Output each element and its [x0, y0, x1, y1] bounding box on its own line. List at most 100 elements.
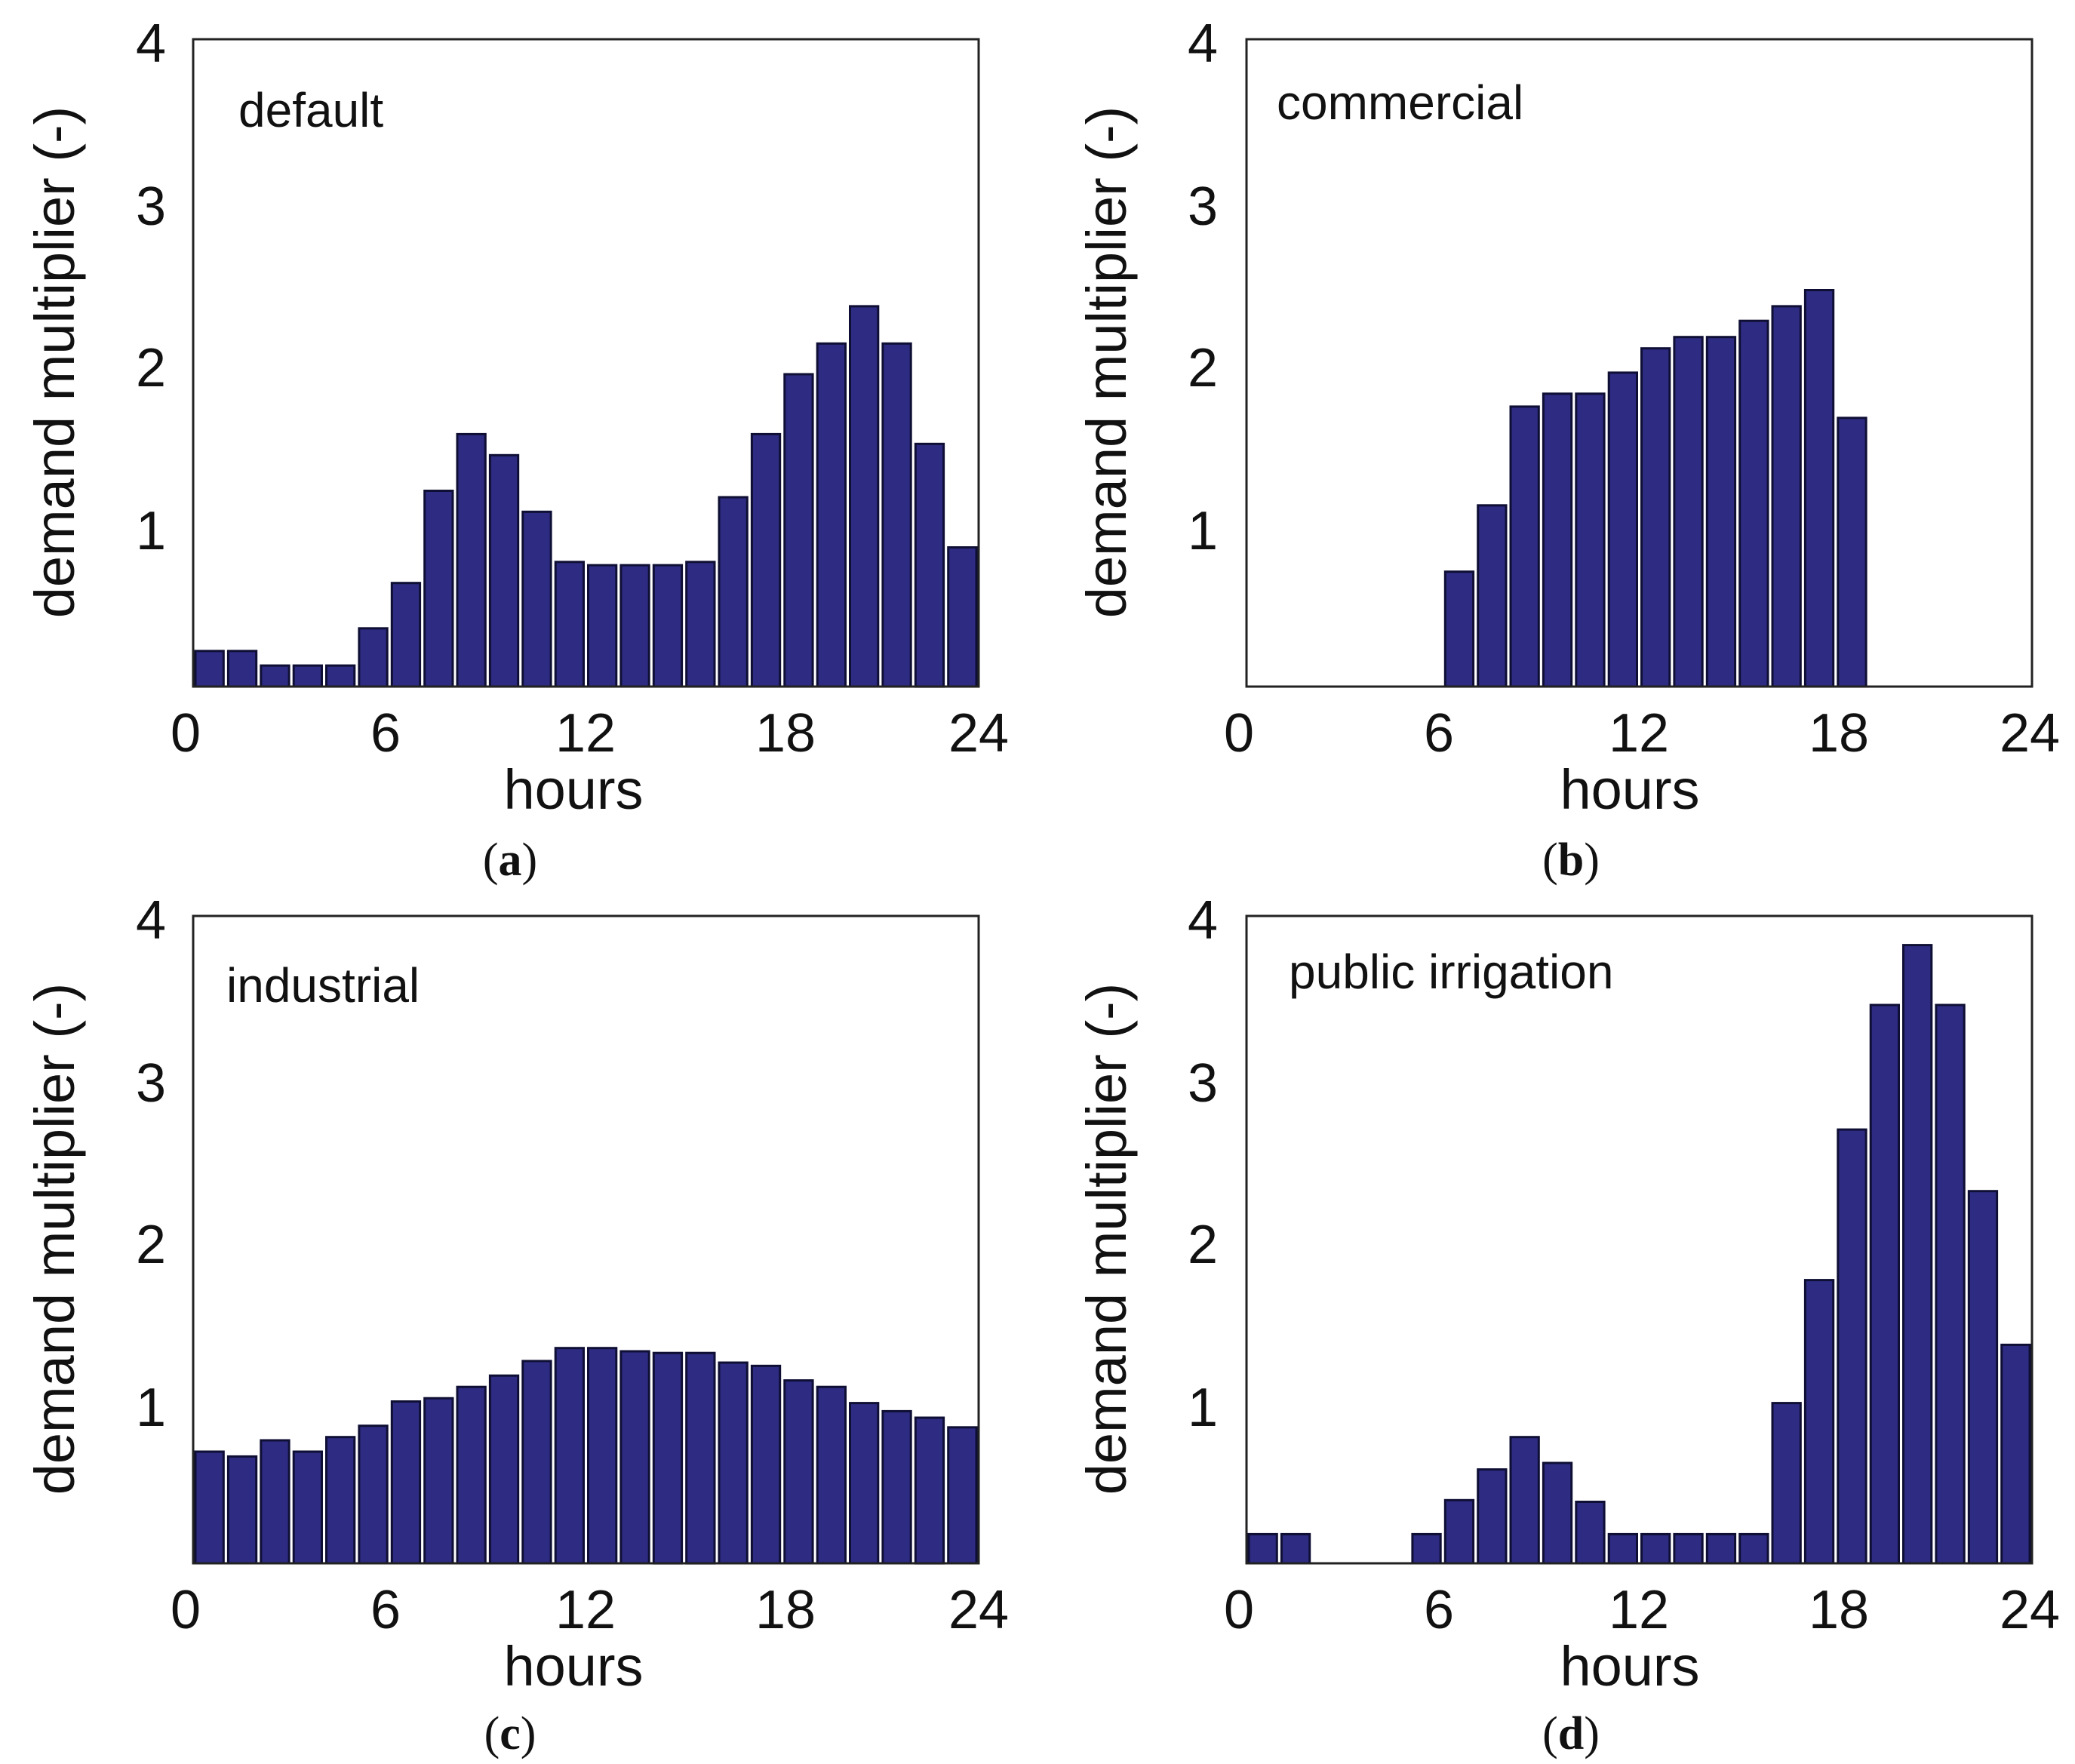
xtick-label-6: 6 — [1424, 1580, 1454, 1640]
bar-hour-3 — [260, 664, 290, 688]
ytick-label-2: 2 — [1188, 1215, 1218, 1275]
bar-hour-18 — [750, 1364, 782, 1565]
xtick-label-18: 18 — [755, 703, 816, 764]
bar-hour-15 — [1705, 1532, 1737, 1565]
caption-d: (d) — [1542, 1708, 1600, 1759]
ytick-label-3: 3 — [1188, 1053, 1218, 1114]
ytick-label-1: 1 — [136, 501, 166, 561]
bar-hour-12 — [1607, 1532, 1638, 1565]
xtick-label-6: 6 — [1424, 703, 1454, 764]
caption-letter-a: a — [499, 834, 522, 886]
y-axis-label-b: demand multiplier (-) — [1075, 106, 1138, 619]
xtick-label-0: 0 — [171, 1580, 201, 1640]
ytick-label-4: 4 — [136, 890, 166, 951]
bar-hour-23 — [914, 1416, 945, 1565]
bar-hour-7 — [390, 582, 422, 688]
bar-hour-16 — [685, 1351, 716, 1565]
plot-frame-b — [1245, 38, 2034, 688]
bar-hour-11 — [521, 1360, 552, 1565]
bar-hour-23 — [914, 442, 945, 688]
bar-hour-16 — [1738, 319, 1769, 688]
bar-hour-12 — [554, 1347, 586, 1565]
bar-hour-9 — [1509, 1436, 1540, 1565]
bar-hour-2 — [1280, 1532, 1311, 1565]
x-axis-label-b: hours — [1560, 758, 1699, 821]
ytick-label-2: 2 — [136, 338, 166, 398]
bar-hour-13 — [1640, 1532, 1671, 1565]
xtick-label-6: 6 — [370, 1580, 401, 1640]
bar-hour-12 — [554, 561, 586, 688]
ytick-label-1: 1 — [1188, 501, 1218, 561]
bar-hour-2 — [226, 1455, 258, 1565]
bar-hour-6 — [1411, 1532, 1442, 1565]
bar-hour-11 — [1575, 1501, 1606, 1565]
bar-hour-17 — [1771, 1402, 1802, 1565]
bar-hour-7 — [1443, 570, 1475, 688]
bar-hour-3 — [260, 1439, 290, 1565]
bar-hour-19 — [1837, 416, 1868, 688]
caption-b: (b) — [1542, 834, 1600, 886]
bar-hour-1 — [194, 1450, 225, 1565]
bar-hour-7 — [1443, 1498, 1475, 1565]
panel-title-c: industrial — [226, 958, 420, 1013]
xtick-label-12: 12 — [555, 1580, 616, 1640]
ytick-label-4: 4 — [1188, 890, 1218, 951]
bar-hour-20 — [1869, 1003, 1900, 1565]
bar-hour-10 — [1542, 1461, 1573, 1565]
bar-hour-18 — [1803, 289, 1835, 688]
bar-hour-14 — [619, 1350, 650, 1565]
bar-hour-23 — [1967, 1190, 1999, 1565]
bar-hour-11 — [521, 510, 552, 688]
xtick-label-18: 18 — [1809, 1580, 1869, 1640]
y-axis-label-d: demand multiplier (-) — [1075, 983, 1138, 1495]
bar-hour-22 — [881, 342, 912, 688]
panel-title-b: commercial — [1277, 75, 1523, 130]
ytick-label-4: 4 — [136, 14, 166, 74]
panel-d: public irrigation 1 2 3 4 0 6 12 18 24 h… — [1075, 890, 2060, 1759]
xtick-label-18: 18 — [755, 1580, 816, 1640]
ytick-label-3: 3 — [136, 177, 166, 237]
bar-hour-8 — [1477, 1468, 1508, 1565]
xtick-label-12: 12 — [555, 703, 616, 764]
bar-hour-10 — [488, 1374, 520, 1565]
bar-hour-18 — [750, 432, 782, 688]
bar-hour-17 — [718, 1361, 749, 1565]
bar-hour-7 — [390, 1400, 422, 1565]
bar-hour-13 — [587, 1347, 618, 1565]
bar-hour-19 — [783, 1379, 814, 1565]
xtick-label-24: 24 — [948, 703, 1009, 764]
caption-letter-d: d — [1558, 1708, 1584, 1759]
panel-a: default 1 2 3 4 0 6 12 18 24 hours deman… — [23, 14, 1009, 886]
bar-hour-8 — [423, 490, 454, 688]
xtick-label-12: 12 — [1609, 1580, 1669, 1640]
ytick-label-2: 2 — [1188, 338, 1218, 398]
bar-hour-10 — [1542, 392, 1573, 688]
caption-letter-b: b — [1558, 834, 1584, 886]
bars-d — [1247, 944, 2031, 1565]
bar-hour-9 — [1509, 405, 1540, 688]
panel-c: industrial 1 2 3 4 0 6 12 18 24 hours de… — [23, 890, 1009, 1759]
xtick-label-0: 0 — [171, 703, 201, 764]
bar-hour-17 — [1771, 305, 1802, 688]
x-axis-label-d: hours — [1560, 1635, 1699, 1698]
bar-hour-6 — [358, 627, 389, 688]
bar-hour-14 — [1673, 336, 1704, 688]
ytick-label-3: 3 — [136, 1053, 166, 1114]
bar-hour-20 — [816, 1385, 847, 1565]
x-axis-label-c: hours — [503, 1635, 643, 1698]
bars-c — [194, 1347, 978, 1565]
bar-hour-12 — [1607, 371, 1638, 688]
bar-hour-19 — [783, 373, 814, 688]
bar-hour-8 — [423, 1397, 454, 1565]
bar-hour-24 — [947, 1426, 978, 1565]
bar-hour-13 — [1640, 347, 1671, 688]
xtick-label-12: 12 — [1609, 703, 1669, 764]
panel-title-d: public irrigation — [1289, 945, 1613, 999]
bar-hour-19 — [1837, 1128, 1868, 1565]
bar-hour-2 — [226, 650, 258, 688]
bar-hour-6 — [358, 1424, 389, 1565]
ytick-label-4: 4 — [1188, 14, 1218, 74]
caption-letter-c: c — [500, 1708, 521, 1759]
bar-hour-11 — [1575, 392, 1606, 688]
